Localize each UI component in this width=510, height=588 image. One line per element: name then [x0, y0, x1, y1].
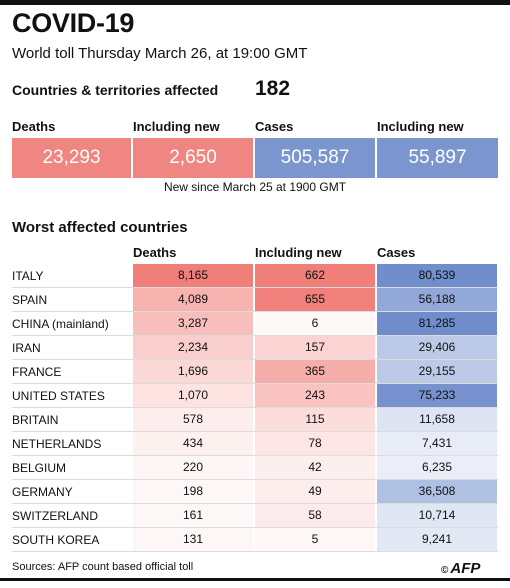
row-divider — [12, 287, 498, 288]
column-header-deaths: Deaths — [133, 245, 177, 260]
deaths-cell: 4,089 — [133, 288, 253, 311]
new-deaths-cell: 42 — [255, 456, 375, 479]
new-deaths-cell: 58 — [255, 504, 375, 527]
table-row: SPAIN 4,089 655 56,188 — [0, 288, 510, 312]
country-name: NETHERLANDS — [12, 437, 102, 451]
summary-deaths-value: 23,293 — [12, 138, 131, 178]
column-header-cases: Cases — [377, 245, 416, 260]
new-deaths-cell: 243 — [255, 384, 375, 407]
deaths-cell: 8,165 — [133, 264, 253, 287]
table-row: BRITAIN 578 115 11,658 — [0, 408, 510, 432]
new-deaths-cell: 655 — [255, 288, 375, 311]
summary-new-cases-label: Including new — [377, 119, 464, 134]
summary-cases-label: Cases — [255, 119, 294, 134]
summary-new-deaths-label: Including new — [133, 119, 220, 134]
section-title: Worst affected countries — [12, 219, 188, 236]
top-rule — [0, 0, 510, 5]
summary-deaths-label: Deaths — [12, 119, 56, 134]
cases-cell: 36,508 — [377, 480, 497, 503]
new-deaths-cell: 662 — [255, 264, 375, 287]
deaths-cell: 578 — [133, 408, 253, 431]
table-row: SOUTH KOREA 131 5 9,241 — [0, 528, 510, 552]
afp-logo: © AFP — [441, 560, 481, 577]
country-name: ITALY — [12, 269, 44, 283]
countries-affected-value: 182 — [255, 77, 291, 100]
row-divider — [12, 527, 498, 528]
source-note: Sources: AFP count based official toll — [12, 561, 194, 573]
new-deaths-cell: 365 — [255, 360, 375, 383]
page-title: COVID-19 — [12, 8, 135, 38]
deaths-cell: 1,696 — [133, 360, 253, 383]
summary-note: New since March 25 at 1900 GMT — [163, 180, 347, 194]
deaths-cell: 3,287 — [133, 312, 253, 335]
row-divider — [12, 551, 498, 552]
cases-cell: 29,155 — [377, 360, 497, 383]
deaths-cell: 2,234 — [133, 336, 253, 359]
summary-new-deaths-value: 2,650 — [133, 138, 253, 178]
country-name: UNITED STATES — [12, 389, 105, 403]
country-name: SWITZERLAND — [12, 509, 99, 523]
cases-cell: 80,539 — [377, 264, 497, 287]
table-row: SWITZERLAND 161 58 10,714 — [0, 504, 510, 528]
cases-cell: 11,658 — [377, 408, 497, 431]
row-divider — [12, 311, 498, 312]
new-deaths-cell: 49 — [255, 480, 375, 503]
cases-cell: 29,406 — [377, 336, 497, 359]
country-name: IRAN — [12, 341, 41, 355]
deaths-cell: 220 — [133, 456, 253, 479]
deaths-cell: 198 — [133, 480, 253, 503]
new-deaths-cell: 6 — [255, 312, 375, 335]
bottom-rule — [0, 578, 510, 581]
country-name: SOUTH KOREA — [12, 533, 100, 547]
column-header-new: Including new — [255, 245, 342, 260]
deaths-cell: 434 — [133, 432, 253, 455]
cases-cell: 10,714 — [377, 504, 497, 527]
country-name: BRITAIN — [12, 413, 59, 427]
table-row: IRAN 2,234 157 29,406 — [0, 336, 510, 360]
table-row: NETHERLANDS 434 78 7,431 — [0, 432, 510, 456]
table-row: CHINA (mainland) 3,287 6 81,285 — [0, 312, 510, 336]
table-row: BELGIUM 220 42 6,235 — [0, 456, 510, 480]
deaths-cell: 1,070 — [133, 384, 253, 407]
country-name: CHINA (mainland) — [12, 317, 109, 331]
cases-cell: 56,188 — [377, 288, 497, 311]
deaths-cell: 161 — [133, 504, 253, 527]
table-row: ITALY 8,165 662 80,539 — [0, 264, 510, 288]
row-divider — [12, 359, 498, 360]
table-row: GERMANY 198 49 36,508 — [0, 480, 510, 504]
subtitle: World toll Thursday March 26, at 19:00 G… — [12, 45, 308, 62]
table-row: UNITED STATES 1,070 243 75,233 — [0, 384, 510, 408]
country-name: BELGIUM — [12, 461, 67, 475]
new-deaths-cell: 78 — [255, 432, 375, 455]
cases-cell: 9,241 — [377, 528, 497, 551]
cases-cell: 75,233 — [377, 384, 497, 407]
country-name: GERMANY — [12, 485, 73, 499]
row-divider — [12, 383, 498, 384]
deaths-cell: 131 — [133, 528, 253, 551]
row-divider — [12, 479, 498, 480]
new-deaths-cell: 115 — [255, 408, 375, 431]
cases-cell: 6,235 — [377, 456, 497, 479]
new-deaths-cell: 5 — [255, 528, 375, 551]
summary-cases-value: 505,587 — [255, 138, 375, 178]
row-divider — [12, 503, 498, 504]
country-name: FRANCE — [12, 365, 62, 379]
row-divider — [12, 431, 498, 432]
countries-affected-label: Countries & territories affected — [12, 82, 219, 98]
table-row: FRANCE 1,696 365 29,155 — [0, 360, 510, 384]
row-divider — [12, 335, 498, 336]
cases-cell: 7,431 — [377, 432, 497, 455]
new-deaths-cell: 157 — [255, 336, 375, 359]
country-name: SPAIN — [12, 293, 48, 307]
row-divider — [12, 407, 498, 408]
summary-new-cases-value: 55,897 — [377, 138, 498, 178]
cases-cell: 81,285 — [377, 312, 497, 335]
row-divider — [12, 455, 498, 456]
